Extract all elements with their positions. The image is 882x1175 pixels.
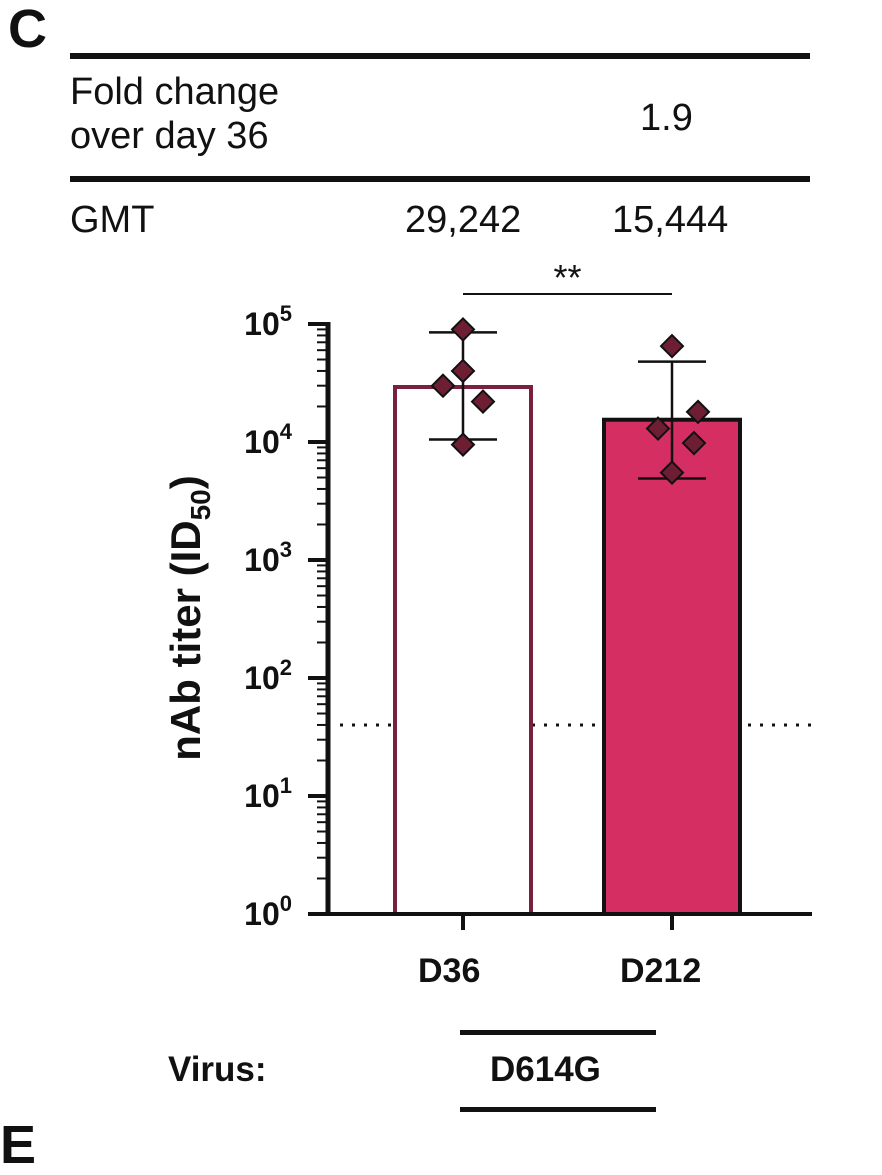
y-tick-label: 104	[244, 419, 293, 460]
table-top-rule	[70, 53, 810, 59]
gmt-value-d212: 15,444	[612, 199, 729, 241]
fold-change-value: 1.9	[640, 97, 693, 139]
data-point-d212	[645, 416, 671, 441]
category-label-d36: D36	[418, 952, 481, 990]
data-point-d212	[659, 333, 685, 359]
category-label-d212: D212	[620, 952, 702, 990]
y-tick-label: 103	[244, 537, 292, 578]
y-axis-title: nAb titer (ID50)	[162, 475, 216, 760]
titer-chart: ** 100 101 102 103 104 105 nAb titer (ID50)	[162, 257, 812, 932]
data-point-d36	[450, 358, 476, 384]
fold-change-label-line1: Fold change	[70, 71, 280, 113]
data-point-d212	[681, 430, 707, 456]
data-point-d36	[450, 316, 476, 342]
fold-change-label: Fold change over day 36	[70, 70, 279, 158]
bar-d36	[393, 385, 533, 916]
significance-label: **	[553, 257, 581, 298]
y-tick-label: 100	[244, 891, 292, 932]
gmt-value-d36: 29,242	[405, 199, 522, 241]
virus-bottom-rule	[460, 1107, 656, 1112]
y-tick-label: 101	[244, 773, 292, 814]
virus-label: Virus:	[168, 1050, 267, 1089]
virus-name: D614G	[490, 1050, 601, 1089]
table-middle-rule	[70, 176, 810, 182]
y-tick-label: 102	[244, 655, 292, 696]
panel-label: C	[8, 0, 47, 59]
y-tick-label: 105	[244, 301, 292, 342]
gmt-label: GMT	[70, 199, 155, 241]
data-point-d212	[659, 460, 685, 486]
data-point-d36	[450, 432, 476, 458]
data-point-d212	[685, 399, 711, 425]
fold-change-label-line2: over day 36	[70, 115, 269, 157]
next-panel-label: E	[0, 1115, 37, 1175]
data-point-d36	[470, 389, 496, 415]
data-point-d36	[430, 373, 456, 399]
bar-d212	[602, 417, 742, 916]
virus-top-rule	[460, 1030, 656, 1035]
